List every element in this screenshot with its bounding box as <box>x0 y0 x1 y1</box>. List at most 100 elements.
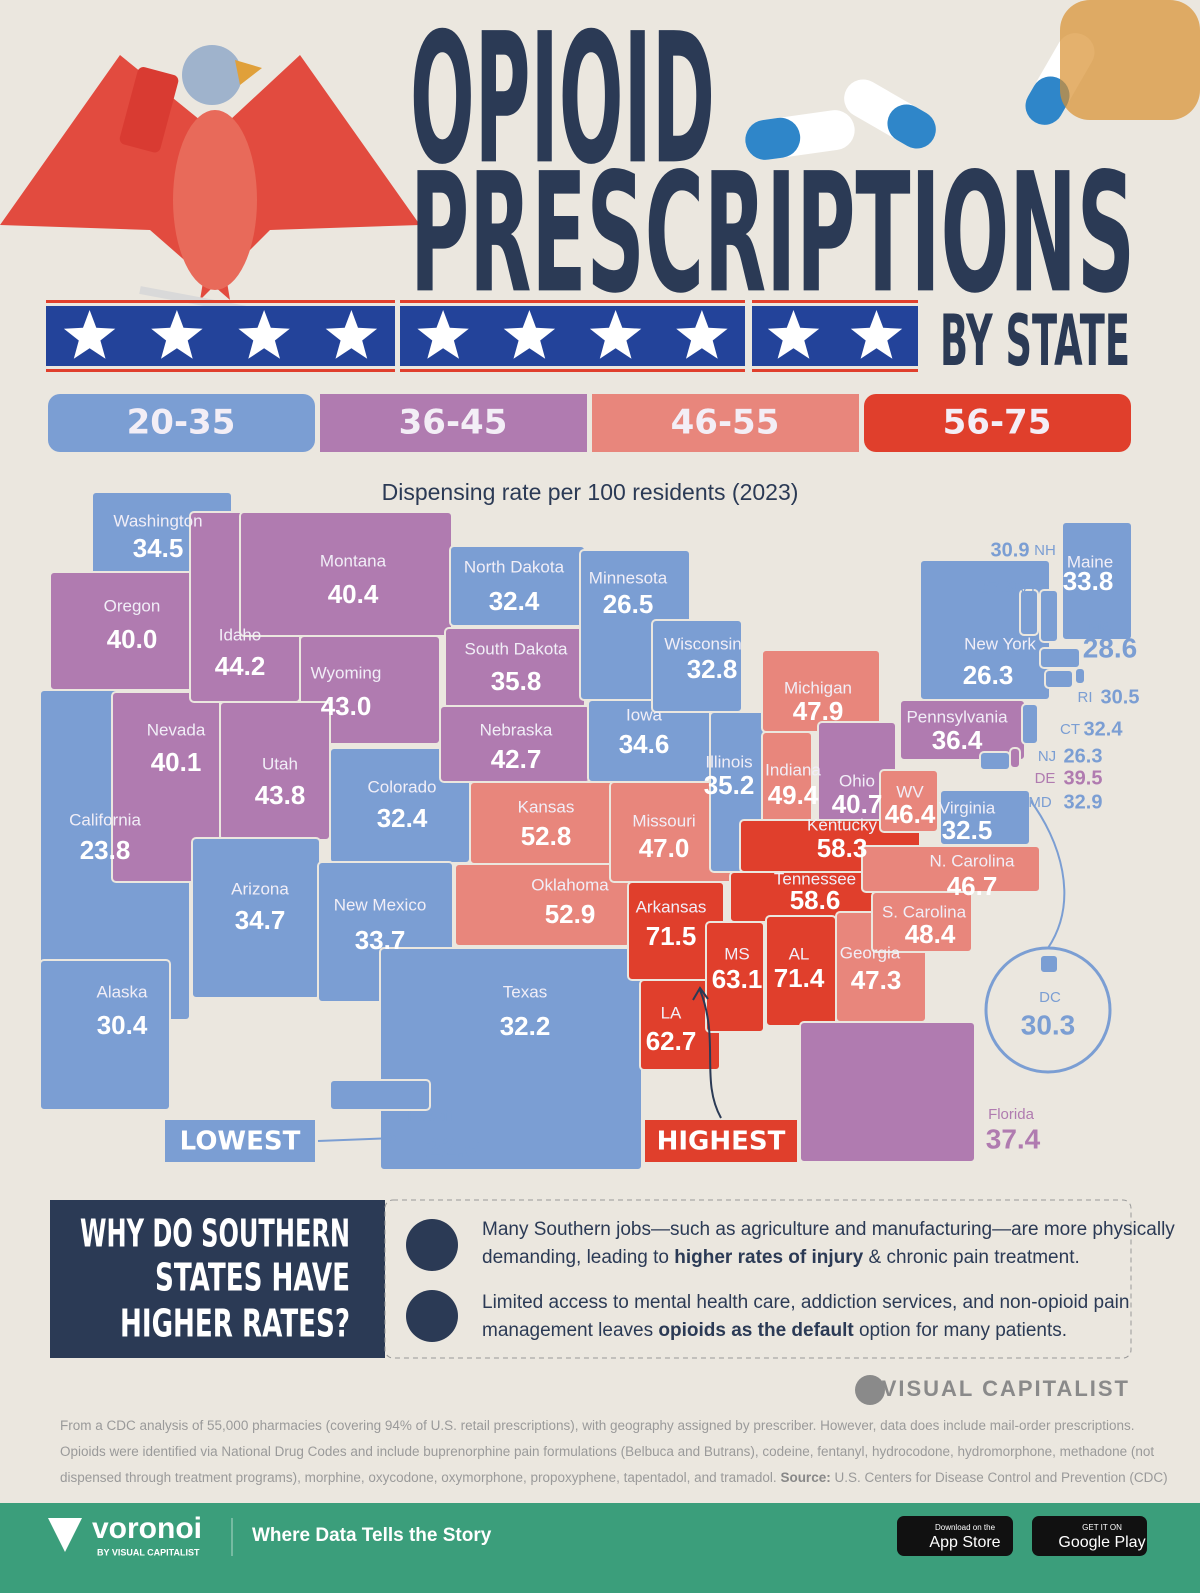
footer-logo-sub: BY VISUAL CAPITALIST <box>97 1547 200 1557</box>
footnote-line: dispensed through treatment programs), m… <box>60 1470 1168 1485</box>
state-shape <box>299 635 441 745</box>
state-value: 30.5 <box>1101 686 1140 708</box>
why-title: HIGHER RATES? <box>120 1302 350 1346</box>
state-value: 35.2 <box>704 770 755 800</box>
reason-line: Limited access to mental health care, ad… <box>482 1292 1129 1313</box>
google-play-label: Google Play <box>1058 1534 1145 1551</box>
state-name: Texas <box>503 982 547 1001</box>
voronoi-logo-mark <box>48 1518 82 1552</box>
state-value: 32.5 <box>942 815 993 845</box>
google-play-button[interactable] <box>1032 1516 1147 1556</box>
state-name: Michigan <box>784 678 852 697</box>
search-icon <box>406 1290 458 1342</box>
state-name: Minnesota <box>589 568 668 587</box>
banner-stripe <box>46 300 395 303</box>
state-value: 23.8 <box>80 835 131 865</box>
state-name: Virginia <box>939 798 996 817</box>
reason-text: option for many patients. <box>854 1320 1067 1341</box>
banner-stripe <box>752 300 918 303</box>
state-value: 32.8 <box>687 654 738 684</box>
legend-label: 46-55 <box>671 403 780 443</box>
state-shape <box>329 1079 431 1111</box>
state-value: 52.8 <box>521 821 572 851</box>
footnote-text: From a CDC analysis of 55,000 pharmacies… <box>60 1418 1135 1433</box>
state-value: 26.5 <box>603 589 654 619</box>
state-value: 44.2 <box>215 651 266 681</box>
state-value: 63.1 <box>712 964 763 994</box>
state-value: 27.9 <box>978 577 1017 599</box>
state-value: 46.4 <box>885 799 936 829</box>
reason-emphasis: higher rates of injury <box>674 1247 863 1268</box>
state-shape <box>39 959 171 1111</box>
state-value: 48.4 <box>905 919 956 949</box>
banner-star <box>325 310 378 359</box>
state-value: 58.3 <box>817 833 868 863</box>
state-value: 47.0 <box>639 833 690 863</box>
state-value: 34.7 <box>235 905 286 935</box>
state-value: 32.4 <box>377 803 428 833</box>
state-name: New Mexico <box>334 895 427 914</box>
state-value: 30.3 <box>1021 1009 1076 1040</box>
state-name: WV <box>896 782 924 801</box>
state-name: Nebraska <box>480 720 553 739</box>
banner-stripe <box>400 369 745 372</box>
state-value: 62.7 <box>646 1026 697 1056</box>
state-shape <box>1039 589 1059 643</box>
state-name: Hawaii <box>407 1108 452 1125</box>
footnote-line: Opioids were identified via National Dru… <box>60 1444 1154 1459</box>
state-name: NH <box>1034 542 1056 559</box>
state-value: 40.7 <box>832 789 883 819</box>
legend-label: 20-35 <box>127 403 236 443</box>
why-reasons-box <box>384 1199 1132 1359</box>
state-name: North Dakota <box>464 557 565 576</box>
state-shape <box>939 789 1031 846</box>
banner-star <box>850 310 903 359</box>
legend-swatch <box>48 394 315 452</box>
state-name: MS <box>724 944 750 963</box>
app-store-small: Download on the <box>935 1523 996 1532</box>
app-store-button[interactable] <box>897 1516 1013 1556</box>
legend-label: 36-45 <box>399 403 508 443</box>
state-shape <box>1021 703 1039 745</box>
title-line: BY STATE <box>940 300 1130 382</box>
state-value: 34.6 <box>619 729 670 759</box>
state-value: 47.3 <box>851 965 902 995</box>
lowest-arrow <box>317 1130 398 1146</box>
state-name: Florida <box>988 1106 1035 1123</box>
state-value: 46.7 <box>947 871 998 901</box>
why-title-box <box>50 1200 385 1358</box>
why-title: STATES HAVE <box>155 1256 350 1300</box>
footer-logo: voronoi <box>92 1512 202 1545</box>
state-shape <box>1039 647 1081 669</box>
state-name: DE <box>1035 770 1056 787</box>
footnote-text: dispensed through treatment programs), m… <box>60 1470 780 1485</box>
state-shape <box>1044 669 1074 689</box>
state-value: 71.4 <box>774 963 825 993</box>
state-name: RI <box>1078 689 1093 706</box>
state-shape <box>1009 747 1021 769</box>
state-value: 43.0 <box>321 691 372 721</box>
state-name: Alaska <box>96 982 148 1001</box>
title-line: OPIOID <box>410 0 715 204</box>
state-shape <box>979 751 1011 771</box>
banner-star <box>767 310 820 359</box>
state-value: 35.8 <box>491 666 542 696</box>
state-name: Kansas <box>518 797 575 816</box>
state-shape <box>1039 954 1059 974</box>
state-name: N. Carolina <box>929 851 1015 870</box>
highest-badge <box>645 1120 797 1162</box>
state-name: Idaho <box>219 625 262 644</box>
google-play-small: GET IT ON <box>1082 1523 1122 1532</box>
state-name: Ohio <box>839 771 875 790</box>
state-name: MA <box>1089 618 1112 635</box>
legend-swatch <box>320 394 587 452</box>
state-value: 30.4 <box>97 1010 148 1040</box>
brand-logo <box>855 1375 885 1405</box>
state-value: 28.6 <box>1083 632 1138 663</box>
state-name: LA <box>661 1003 682 1022</box>
reason-emphasis: opioids as the default <box>658 1320 854 1341</box>
state-name: Wisconsin <box>664 634 741 653</box>
map <box>39 491 1133 1171</box>
